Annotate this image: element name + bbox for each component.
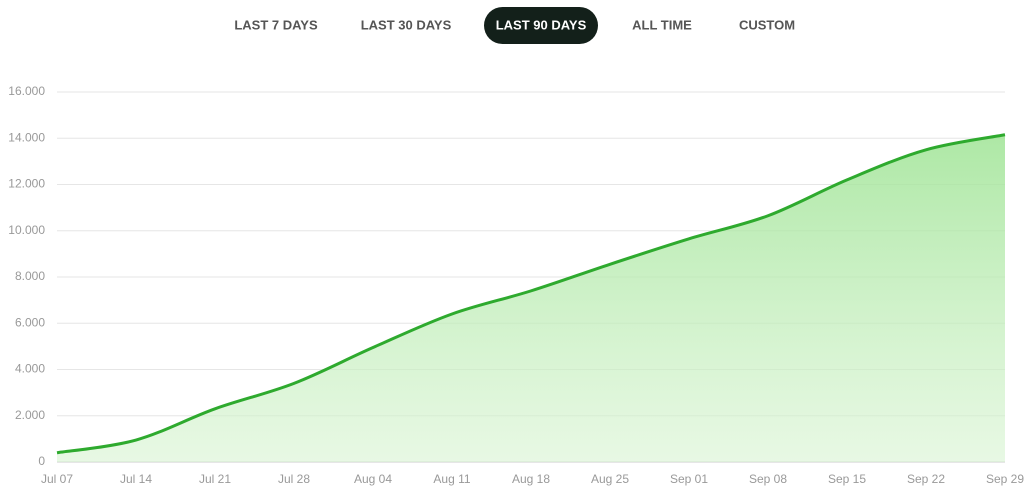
tab[interactable]: CUSTOM — [739, 17, 795, 32]
y-tick-label: 14.000 — [8, 130, 45, 144]
x-tick-label: Jul 21 — [199, 472, 231, 486]
x-tick-label: Sep 01 — [670, 472, 708, 486]
x-tick-label: Aug 25 — [591, 472, 629, 486]
tab[interactable]: LAST 90 DAYS — [496, 17, 587, 32]
tab[interactable]: LAST 30 DAYS — [361, 17, 452, 32]
x-tick-label: Jul 28 — [278, 472, 310, 486]
x-tick-label: Aug 04 — [354, 472, 392, 486]
x-tick-label: Aug 18 — [512, 472, 550, 486]
area — [57, 134, 1005, 462]
y-tick-label: 2.000 — [15, 408, 45, 422]
y-tick-label: 6.000 — [15, 315, 45, 329]
active-tab-pill[interactable] — [484, 7, 598, 44]
y-tick-label: 8.000 — [15, 269, 45, 283]
chart: 0 2.000 4.000 6.000 8.000 10.000 12.000 14.000 1… — [8, 84, 1024, 486]
x-tick-label: Sep 08 — [749, 472, 787, 486]
y-tick-label: 0 — [38, 454, 45, 468]
y-tick-label: 4.000 — [15, 362, 45, 376]
y-tick-label: 12.000 — [8, 177, 45, 191]
line — [56, 133, 1006, 455]
y-tick-label: 16.000 — [8, 84, 45, 98]
x-tick-label: Jul 14 — [120, 472, 152, 486]
x-tick-label: Aug 11 — [433, 472, 470, 486]
x-tick-label: Sep 22 — [907, 472, 945, 486]
y-tick-label: 10.000 — [8, 223, 45, 237]
x-tick-label: Sep 29 — [986, 472, 1024, 486]
x-tick-label: Sep 15 — [828, 472, 866, 486]
tab[interactable]: ALL TIME — [632, 17, 692, 32]
tab[interactable]: LAST 7 DAYS — [234, 17, 318, 32]
tab-bar: LAST 7 DAYS LAST 30 DAYS LAST 90 DAYS ALL T… — [234, 7, 795, 44]
x-tick-label: Jul 07 — [41, 472, 73, 486]
